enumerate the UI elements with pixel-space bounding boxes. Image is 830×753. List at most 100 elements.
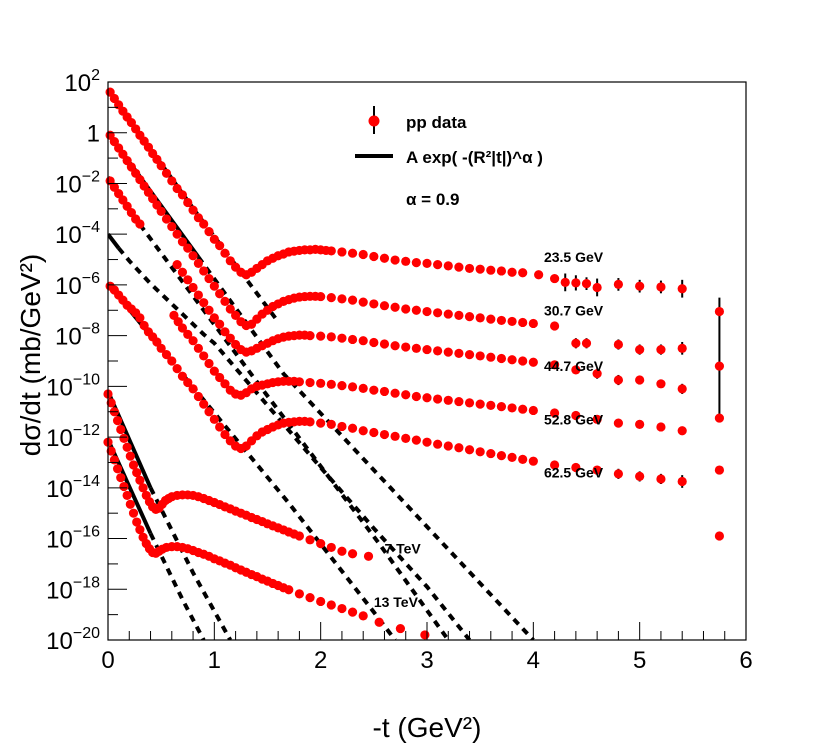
data-point [464,312,475,322]
data-point [358,426,368,436]
fit-solid-6 [108,438,153,535]
data-point [337,603,347,614]
data-point [316,539,326,549]
data-point [486,448,496,459]
data-point [496,315,507,326]
data-point [326,542,336,553]
data-point [172,364,182,374]
data-point [528,357,538,367]
data-point [656,422,666,432]
data-point [161,350,172,360]
data-point [209,281,219,291]
data-point [106,446,116,456]
data-point [183,275,193,285]
data-point [225,256,235,266]
data-point [635,471,645,482]
data-point [172,229,182,239]
data-point [390,431,400,441]
data-point [177,323,188,333]
data-point [401,256,411,266]
data-point [316,331,326,341]
data-point [326,292,336,303]
y-tick-label: 10−6 [55,270,100,300]
data-point [188,251,198,261]
data-point [188,282,198,293]
data-point [714,361,725,371]
data-point [422,393,432,403]
data-point [507,403,517,413]
data-point [401,390,411,400]
y-tick-label: 10−20 [46,625,100,655]
data-point [677,284,687,294]
data-point [305,377,315,388]
data-point [496,266,507,276]
energy-label-5: 7 TeV [384,541,421,557]
data-point [507,316,517,327]
data-point [209,366,219,376]
x-axis-title: -t (GeV²) [373,712,482,743]
data-point [714,413,725,423]
data-point [156,206,166,216]
data-point [358,249,368,260]
data-point [193,391,203,402]
energy-label-4: 62.5 GeV [544,465,604,481]
data-point [464,350,475,360]
y-axis-title: dσ/dt (mb/GeV²) [15,254,46,456]
data-point [305,417,315,427]
data-point [172,183,182,194]
data-point [204,358,214,369]
data-point [125,499,135,509]
data-point [358,611,368,621]
data-point [518,317,528,328]
data-point [464,263,475,274]
data-point [518,356,528,366]
data-point [379,429,390,440]
data-point [220,296,230,306]
data-point [592,369,602,379]
data-point [128,460,139,470]
data-point [369,337,379,348]
data-point [443,441,453,451]
data-point [215,319,225,329]
data-point [177,190,188,200]
x-tick-label: 4 [527,647,540,674]
data-point [337,381,347,391]
data-point [677,384,687,394]
data-point [161,168,172,178]
data-point [390,302,400,312]
data-point [204,273,214,284]
data-point [204,407,214,417]
data-point [125,451,135,461]
data-point [122,490,132,501]
fit-dashed-1 [196,255,535,640]
data-point [433,439,443,449]
data-point [454,348,464,358]
data-point [581,279,592,289]
x-tick-label: 1 [208,647,221,674]
data-point [635,344,645,355]
data-point [326,600,336,610]
fit-dashed-4 [148,334,397,640]
data-point [550,360,560,370]
data-point [475,313,485,323]
data-point [635,375,645,385]
data-point [106,398,116,408]
x-tick-label: 0 [101,647,114,674]
data-point [193,343,203,353]
data-point [422,437,432,447]
legend-data-label: pp data [406,113,467,132]
data-point [112,416,123,426]
data-point [507,267,517,277]
data-point [635,419,645,430]
y-tick-label: 10−8 [55,321,100,351]
data-point [294,531,304,541]
data-point [284,585,294,595]
data-point [486,314,496,324]
data-point [209,313,219,323]
data-point [486,400,496,410]
data-point [592,282,602,293]
x-tick-label: 3 [420,647,433,674]
data-point [215,289,225,299]
data-point [135,313,145,323]
data-point [433,308,443,318]
